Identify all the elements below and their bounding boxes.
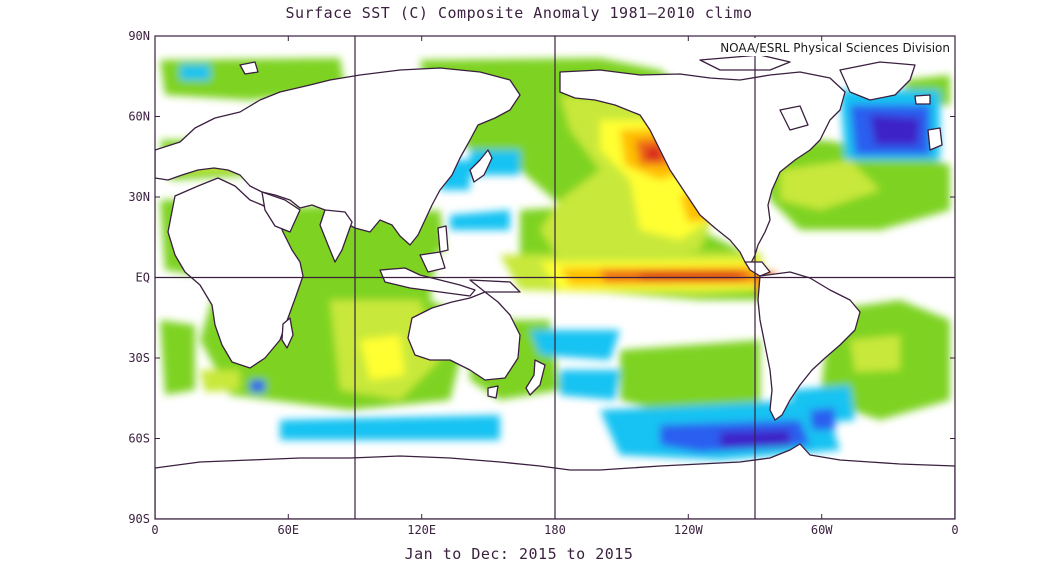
british-isles-landmass <box>927 127 943 151</box>
lon-tick-label: 60W <box>811 523 833 537</box>
lat-tick-label: 60N <box>128 110 150 124</box>
borneo-landmass <box>419 251 446 273</box>
madagascar-landmass <box>281 317 294 349</box>
lon-tick-label: 0 <box>951 523 958 537</box>
india-landmass <box>319 209 353 263</box>
north-america-landmass <box>559 69 846 266</box>
grid-lines <box>155 36 955 519</box>
svalbard-landmass <box>239 61 259 75</box>
lat-tick-label: 30S <box>128 351 150 365</box>
eurasia-landmass <box>155 67 521 246</box>
lon-tick-label: 120E <box>407 523 436 537</box>
central-america-landmass <box>744 261 771 277</box>
lat-tick-label: 90N <box>128 29 150 43</box>
map-title: Surface SST (C) Composite Anomaly 1981—2… <box>285 4 753 22</box>
africa-landmass <box>167 177 304 369</box>
credit-background <box>655 38 953 56</box>
new-guinea-landmass <box>469 279 521 293</box>
japan-landmass <box>469 149 493 183</box>
lat-tick-label: 90S <box>128 512 150 526</box>
lat-tick-label: EQ <box>136 271 150 285</box>
philippines-landmass <box>437 225 449 253</box>
latitude-axis: 90N 60N 30N EQ 30S 60S 90S <box>128 29 150 526</box>
longitude-axis: 0 60E 120E 180 120W 60W 0 <box>151 523 958 537</box>
lat-tick-label: 60S <box>128 432 150 446</box>
tasmania-landmass <box>487 385 499 399</box>
south-america-landmass <box>757 271 861 421</box>
indonesia-landmass <box>379 267 476 297</box>
australia-landmass <box>407 291 521 381</box>
greenland-landmass <box>839 61 916 101</box>
tick-marks <box>155 35 955 520</box>
lat-tick-label: 30N <box>128 190 150 204</box>
lon-tick-label: 120W <box>674 523 704 537</box>
lon-tick-label: 180 <box>544 523 566 537</box>
time-range-label: Jan to Dec: 2015 to 2015 <box>404 545 634 563</box>
new-zealand-landmass <box>525 359 546 396</box>
arabia-landmass <box>261 191 301 233</box>
hudson-bay <box>779 105 809 131</box>
lon-tick-label: 60E <box>277 523 299 537</box>
lon-tick-label: 0 <box>151 523 158 537</box>
iceland-landmass <box>914 94 931 105</box>
credit-label: NOAA/ESRL Physical Sciences Division <box>720 41 950 55</box>
